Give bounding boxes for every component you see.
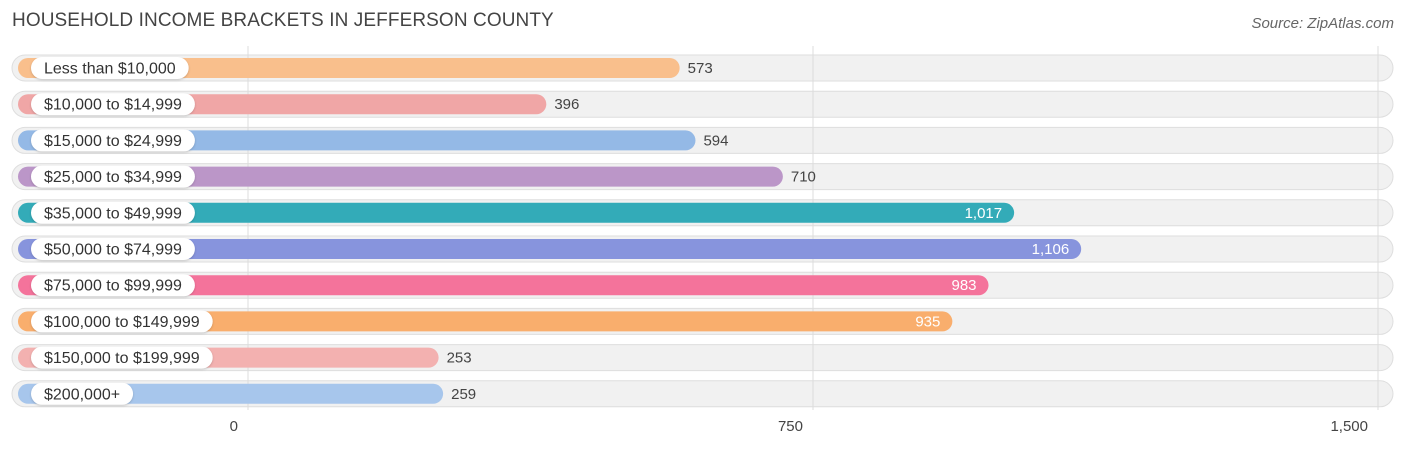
value-label: 573: [688, 60, 713, 77]
chart-title: HOUSEHOLD INCOME BRACKETS IN JEFFERSON C…: [12, 10, 554, 31]
category-label: $10,000 to $14,999: [44, 97, 182, 114]
category-label-pill: [31, 238, 195, 260]
x-tick-label: 750: [778, 418, 803, 435]
x-tick-label: 1,500: [1330, 418, 1368, 435]
category-label: $200,000+: [44, 386, 120, 403]
category-label-pill: [31, 274, 195, 297]
category-label-pill: [31, 165, 195, 188]
category-label: $150,000 to $199,999: [44, 350, 200, 367]
category-labels: Less than $10,000 $10,000 to $14,999 $15,0…: [31, 57, 213, 405]
value-labels: 573 396 594 710 1,017 1,106 983 935 253 259: [447, 60, 1070, 403]
category-label: $50,000 to $74,999: [44, 242, 182, 259]
value-label: 1,017: [965, 205, 1003, 222]
bar: [18, 311, 953, 332]
category-label-pill: [31, 129, 195, 152]
value-label: 935: [915, 313, 940, 330]
value-label: 259: [451, 386, 476, 403]
value-label: 594: [703, 132, 728, 149]
category-label-pill: [31, 346, 213, 369]
category-label: Less than $10,000: [44, 61, 176, 78]
bar: [18, 202, 1015, 223]
category-label-pill: [31, 201, 195, 224]
category-label: $35,000 to $49,999: [44, 205, 182, 222]
x-axis-ticks: 0 750 1,500: [230, 418, 1368, 435]
category-label-pill: [31, 93, 195, 116]
category-label-pill: [31, 57, 189, 79]
bar: [18, 275, 989, 296]
source-credit: Source: ZipAtlas.com: [1251, 15, 1394, 32]
category-label-pill: [31, 382, 134, 405]
x-tick-label: 0: [230, 418, 238, 435]
value-label: 1,106: [1032, 241, 1070, 258]
value-label: 253: [447, 350, 472, 367]
value-label: 983: [951, 277, 976, 294]
value-label: 710: [791, 169, 816, 186]
category-label: $75,000 to $99,999: [44, 278, 182, 295]
category-label-pill: [31, 310, 213, 333]
category-label: $100,000 to $149,999: [44, 314, 200, 331]
bar: [18, 239, 1082, 259]
category-label: $25,000 to $34,999: [44, 169, 182, 186]
value-label: 396: [554, 96, 579, 113]
bar: [18, 166, 783, 187]
category-label: $15,000 to $24,999: [44, 133, 182, 150]
